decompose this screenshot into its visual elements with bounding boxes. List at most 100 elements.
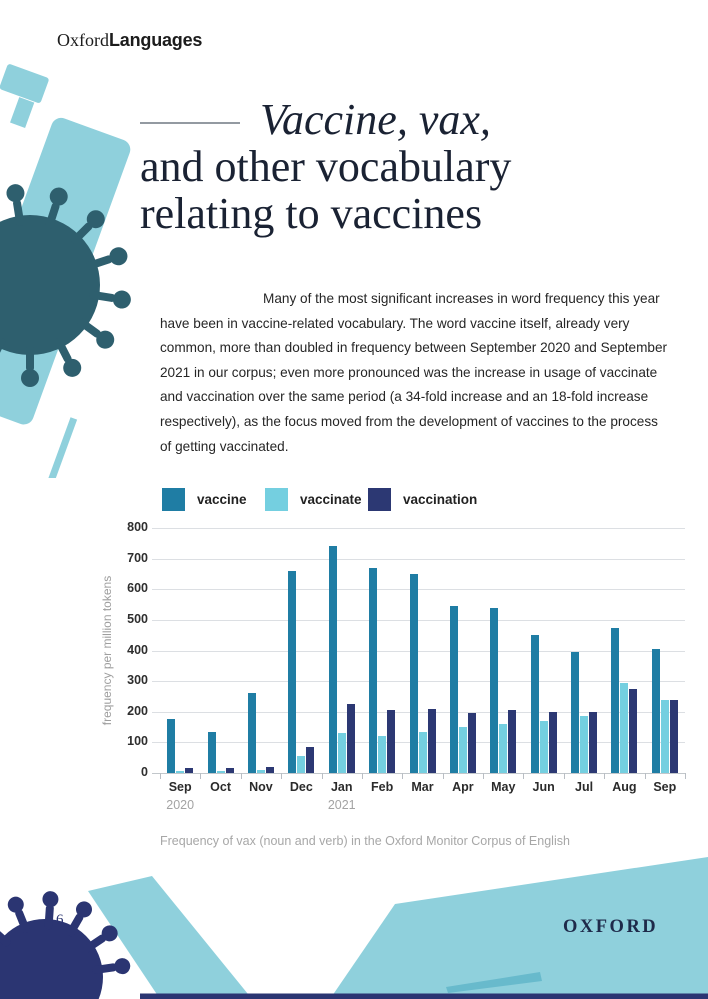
x-axis-tick — [361, 773, 363, 779]
virus-spike — [77, 318, 115, 349]
gridline — [152, 528, 685, 529]
x-axis-tick — [604, 773, 606, 779]
x-axis-tick — [160, 773, 161, 779]
x-tick-label: May — [491, 780, 516, 794]
gridline — [152, 589, 685, 591]
y-tick-label: 700 — [127, 550, 148, 565]
x-axis-line — [152, 773, 685, 774]
virus-spike — [21, 345, 39, 387]
virus-icon — [0, 184, 131, 387]
virus-spike — [0, 927, 11, 947]
x-tick-label: Jan — [330, 780, 353, 794]
legend-swatch-vaccinate — [265, 488, 288, 511]
bar-vaccine — [611, 627, 620, 773]
bar-vaccine — [409, 573, 418, 773]
title-rule — [140, 121, 240, 124]
bar-vaccinate — [580, 716, 589, 773]
bar-vaccinate — [256, 769, 265, 773]
x-axis-tick — [240, 773, 242, 779]
gridline — [152, 558, 685, 560]
bar-vaccine — [288, 570, 297, 773]
x-axis-tick — [685, 773, 686, 779]
x-axis-tick — [442, 773, 444, 779]
legend-item: vaccine — [162, 488, 247, 511]
gridline — [152, 681, 685, 683]
bar-vaccine — [490, 607, 499, 773]
bar-vaccine — [167, 719, 176, 773]
virus-spike — [42, 891, 59, 930]
x-axis-tick — [644, 773, 646, 779]
bar-vaccinate — [660, 699, 669, 773]
bar-vaccination — [427, 708, 436, 773]
bar-vaccination — [548, 711, 557, 773]
virus-spike — [54, 337, 82, 377]
virus-icon — [0, 891, 131, 999]
x-axis-tick — [483, 773, 485, 779]
bar-vaccinate — [176, 770, 185, 773]
bar-vaccinate — [418, 731, 427, 773]
bar-vaccination — [589, 711, 598, 773]
y-tick-label: 0 — [141, 765, 148, 779]
y-tick-label: 500 — [127, 611, 148, 626]
bar-vaccinate — [297, 756, 306, 773]
title-line1: Vaccine, vax, — [260, 95, 491, 144]
virus-spike — [86, 247, 128, 270]
bar-vaccinate — [620, 682, 629, 773]
x-axis-tick — [523, 773, 525, 779]
bar-vaccinate — [458, 727, 467, 773]
bar-vaccination — [387, 710, 396, 773]
bar-vaccine — [369, 567, 378, 773]
x-year-label: 2021 — [327, 798, 356, 812]
gridline — [152, 619, 685, 621]
gridline — [152, 650, 685, 652]
y-tick-label: 100 — [127, 734, 148, 749]
y-tick-label: 200 — [127, 703, 148, 718]
top-left-decoration — [0, 64, 131, 478]
x-tick-label: Oct — [210, 780, 231, 794]
brand-logo: OxfordLanguages — [57, 30, 202, 51]
page-title: Vaccine, vax, and other vocabulary relat… — [140, 96, 700, 237]
virus-spike — [66, 901, 92, 937]
bar-vaccinate — [216, 770, 225, 773]
publisher-logo: OXFORD — [563, 917, 659, 937]
bar-vaccinate — [337, 733, 346, 773]
x-axis-tick — [402, 773, 404, 779]
x-tick-label: Feb — [370, 780, 394, 794]
chart-caption: Frequency of vax (noun and verb) in the … — [160, 834, 570, 848]
title-line3: relating to vaccines — [140, 189, 483, 238]
gridline — [152, 711, 685, 713]
bar-vaccine — [449, 606, 458, 773]
x-axis-tick — [563, 773, 565, 779]
syringe-icon — [88, 857, 708, 999]
legend-item: vaccination — [368, 488, 477, 511]
bar-vaccination — [629, 688, 638, 773]
virus-spike — [7, 896, 30, 934]
bottom-edge-strip — [140, 993, 708, 999]
bar-vaccination — [508, 710, 517, 773]
x-axis-tick — [200, 773, 202, 779]
bar-vaccinate — [499, 724, 508, 773]
legend-item: vaccinate — [265, 488, 362, 511]
y-tick-label: 300 — [127, 673, 148, 688]
title-line2: and other vocabulary — [140, 142, 512, 191]
virus-spike — [70, 210, 105, 245]
bar-vaccination — [306, 746, 315, 773]
y-tick-label: 600 — [127, 581, 148, 596]
bar-vaccination — [185, 768, 194, 773]
bar-vaccine — [247, 693, 256, 773]
bar-vaccination — [265, 766, 274, 773]
x-tick-label: Jul — [575, 780, 594, 794]
brand-languages: Languages — [109, 30, 203, 50]
bar-vaccine — [651, 648, 660, 773]
x-tick-label: Apr — [452, 780, 474, 794]
virus-spike — [89, 290, 131, 309]
x-tick-label: Sep — [168, 780, 192, 794]
x-axis-tick — [321, 773, 323, 779]
bar-vaccination — [346, 704, 355, 773]
bar-vaccine — [530, 635, 539, 773]
bar-vaccine — [571, 652, 580, 773]
bar-vaccine — [207, 731, 216, 773]
bar-vaccinate — [378, 736, 387, 773]
legend-label: vaccine — [197, 492, 247, 507]
